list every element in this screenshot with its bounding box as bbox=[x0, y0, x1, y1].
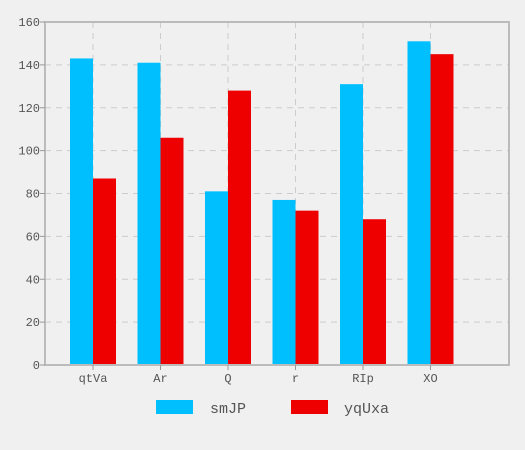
y-tick-label: 140 bbox=[18, 59, 40, 73]
x-tick-label: r bbox=[292, 372, 299, 386]
y-axis-ticks: 0 20 40 60 80 100 120 140 160 bbox=[18, 16, 45, 373]
bar-smJP-Ar bbox=[137, 62, 161, 365]
bar-yqUxa-RIp bbox=[363, 219, 386, 365]
y-tick-label: 100 bbox=[18, 145, 40, 159]
y-tick-label: 40 bbox=[26, 273, 40, 287]
y-tick-label: 20 bbox=[26, 316, 40, 330]
y-tick-label: 160 bbox=[18, 16, 40, 30]
bar-yqUxa-Ar bbox=[160, 137, 184, 365]
bar-smJP-RIp bbox=[340, 84, 363, 365]
x-tick-label: RIp bbox=[352, 372, 374, 386]
legend-label-smJP: smJP bbox=[210, 401, 246, 418]
y-tick-label: 60 bbox=[26, 230, 40, 244]
bar-yqUxa-qtVa bbox=[93, 178, 116, 365]
legend-label-yqUxa: yqUxa bbox=[344, 401, 389, 418]
bars bbox=[70, 41, 454, 365]
y-tick-label: 120 bbox=[18, 102, 40, 116]
legend-swatch-smJP bbox=[156, 400, 193, 414]
bar-smJP-Q bbox=[205, 191, 228, 365]
x-tick-label: XO bbox=[423, 372, 437, 386]
bar-smJP-qtVa bbox=[70, 58, 93, 365]
legend: smJP yqUxa bbox=[156, 400, 389, 418]
bar-smJP-XO bbox=[407, 41, 431, 365]
bar-smJP-r bbox=[272, 199, 296, 365]
bar-yqUxa-r bbox=[295, 210, 319, 365]
bar-yqUxa-Q bbox=[228, 90, 251, 365]
bar-yqUxa-XO bbox=[430, 54, 454, 365]
x-tick-label: Ar bbox=[153, 372, 167, 386]
y-tick-label: 80 bbox=[26, 188, 40, 202]
y-tick-label: 0 bbox=[33, 359, 40, 373]
legend-swatch-yqUxa bbox=[291, 400, 328, 414]
x-tick-label: qtVa bbox=[79, 372, 108, 386]
x-tick-label: Q bbox=[224, 372, 231, 386]
